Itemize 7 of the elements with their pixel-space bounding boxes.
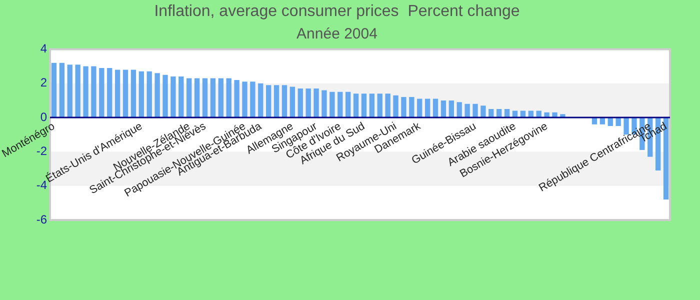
y-tick-label: 4 xyxy=(40,42,48,56)
y-tick-label: -6 xyxy=(36,212,48,226)
y-tick-label: 2 xyxy=(40,76,48,90)
chart-subtitle: Année 2004 xyxy=(296,25,378,42)
y-tick-label: -4 xyxy=(36,178,48,192)
chart-title: Inflation, average consumer prices Percent change xyxy=(154,3,520,20)
y-tick-label: 0 xyxy=(40,110,48,124)
